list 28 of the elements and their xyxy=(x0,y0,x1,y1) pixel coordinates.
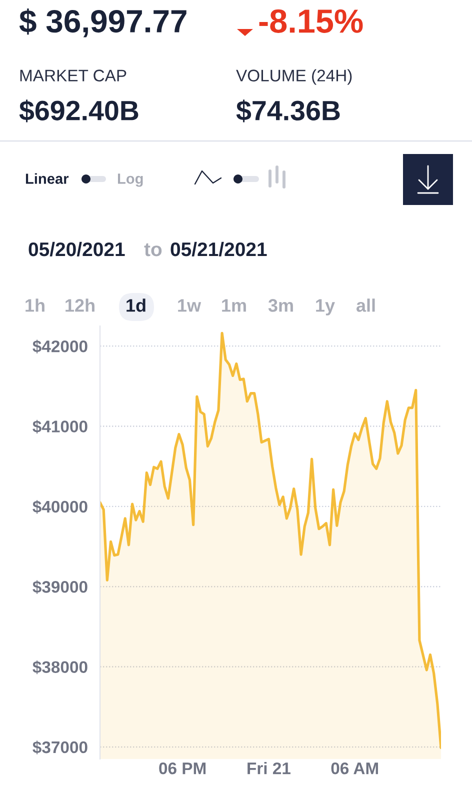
y-tick-label: $37000 xyxy=(32,740,88,754)
text: 1y xyxy=(316,299,335,316)
x-tick-label: Fri 21 xyxy=(248,762,290,774)
y-tick-label: $42000 xyxy=(32,340,88,354)
text: Log xyxy=(118,174,143,187)
text: 05/21/2021 xyxy=(170,242,267,256)
text: VOLUME (24H) xyxy=(236,69,352,85)
text: all xyxy=(356,298,375,312)
text: 1h xyxy=(26,298,44,312)
y-tick-label: $38000 xyxy=(32,660,88,674)
y-tick-label: $39000 xyxy=(32,580,88,594)
x-tick-label: 06 PM xyxy=(159,762,206,774)
text: 12h xyxy=(66,298,94,312)
text: to xyxy=(144,243,162,256)
text: Linear xyxy=(26,173,69,184)
text: $692.40B xyxy=(19,100,138,122)
y-tick-label: $41000 xyxy=(32,420,88,434)
text: $74.36B xyxy=(236,100,340,122)
text: 1m xyxy=(222,299,246,312)
text: 05/20/2021 xyxy=(28,242,125,256)
y-tick-label: $40000 xyxy=(32,500,88,514)
text: 1w xyxy=(178,299,202,312)
text: MARKET CAP xyxy=(20,70,126,82)
text: 1d xyxy=(126,298,146,312)
x-tick-label: 06 AM xyxy=(331,762,378,774)
chart-title: $ 36,997.77 xyxy=(19,8,186,38)
text: 3m xyxy=(268,299,293,312)
text: -8.15% xyxy=(259,9,363,33)
